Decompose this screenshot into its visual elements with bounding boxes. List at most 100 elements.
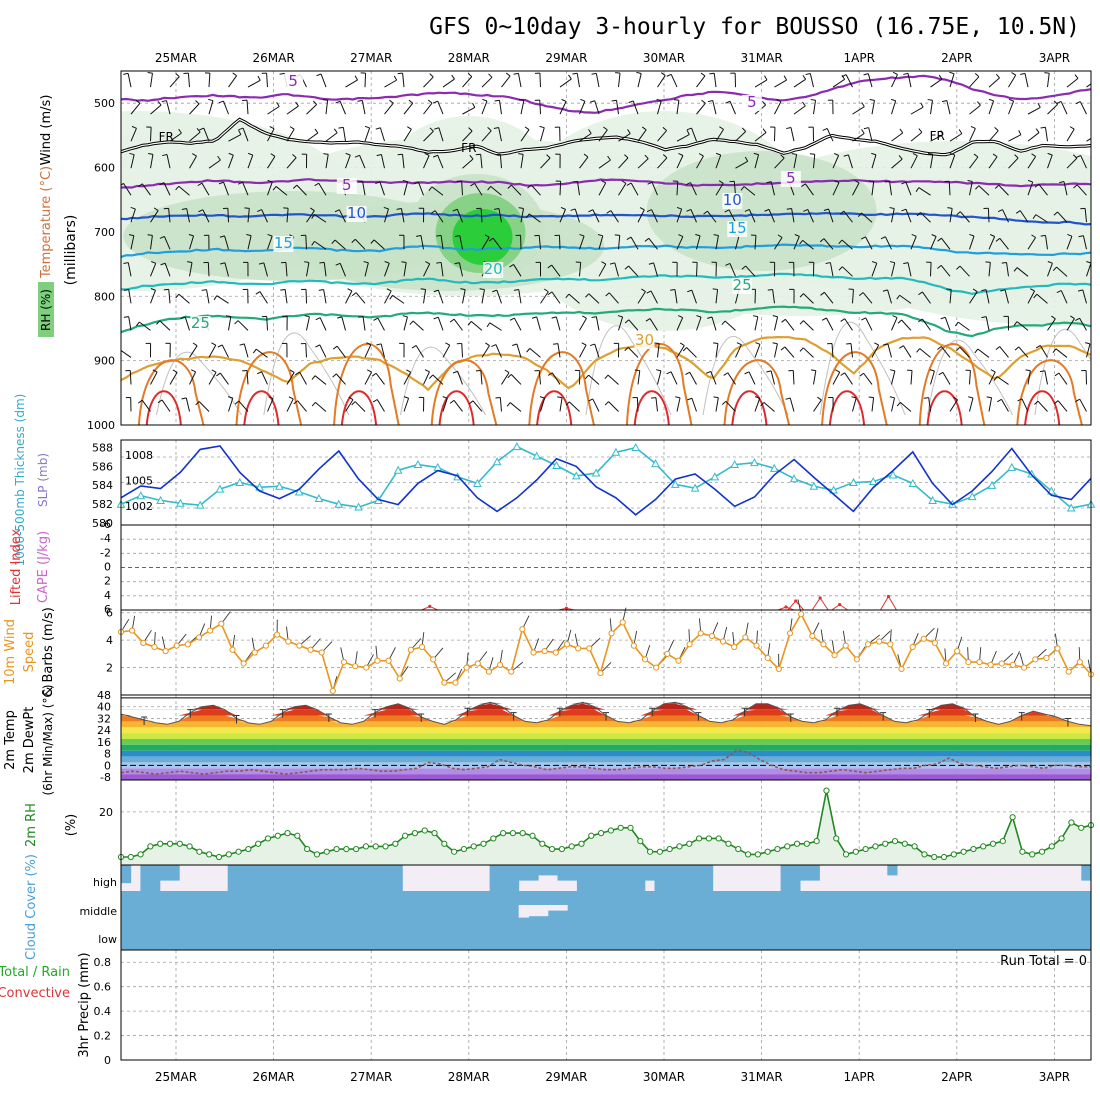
wind-barb-flag	[546, 154, 551, 159]
wind-barb-flag	[791, 153, 797, 155]
wind-barb	[674, 289, 678, 304]
wind-barb-flag	[981, 316, 987, 319]
wind-barb	[355, 292, 366, 304]
wind-barb	[379, 127, 385, 142]
wind-speed-point	[853, 656, 860, 663]
wind-speed-point	[307, 646, 314, 653]
temperature-band	[121, 703, 1091, 710]
min-max-marker	[1064, 717, 1071, 727]
x-tick-label-top: 25MAR	[155, 51, 197, 65]
wind-barb-flag	[931, 234, 937, 237]
rh-legend-swatch	[38, 282, 54, 337]
wind-barb-flag	[505, 72, 511, 77]
wind-barb	[189, 155, 197, 169]
wind-barb-flag	[861, 317, 866, 321]
wind-barb	[481, 76, 493, 88]
wind-speed-point	[753, 642, 760, 649]
wind-barb-flag	[199, 127, 205, 131]
wind-barb-flag	[799, 293, 804, 298]
rh2m-point	[460, 845, 468, 853]
wind-barb-flag	[1075, 398, 1081, 402]
wind-speed-point	[374, 657, 381, 664]
wind-barb	[518, 289, 522, 304]
wind-barb-flag	[543, 288, 549, 293]
wind-barb	[238, 400, 249, 412]
wind-barb-flag	[512, 343, 518, 346]
wind-barb	[403, 102, 414, 115]
wind-barb-flag	[707, 316, 713, 319]
wind-tick-label: 6	[106, 607, 113, 620]
wind-barb-flag	[256, 371, 262, 375]
cloud-high-cell	[509, 865, 520, 891]
wind-barb-flag	[434, 127, 440, 130]
wind-barb-flag	[675, 396, 681, 399]
wind-barb-flag	[1014, 154, 1019, 159]
wind-barb	[594, 343, 600, 358]
wind-barb	[161, 399, 171, 412]
wind-barb-flag	[899, 128, 904, 134]
wind-barb	[841, 239, 853, 250]
cloud-high-cell	[576, 865, 588, 891]
wind-barb-flag	[196, 128, 201, 133]
wind-barb	[802, 239, 814, 250]
wind-barb-flag	[509, 317, 515, 321]
thickness-point	[472, 478, 482, 487]
wind-barb-flag	[974, 348, 979, 354]
wind-barb	[559, 209, 566, 223]
wind-barb-flag	[719, 126, 724, 130]
wind-barb	[480, 208, 483, 223]
temperature-band	[121, 721, 1091, 728]
cloud-high-cell	[586, 865, 597, 891]
wind-barb	[598, 235, 604, 250]
thickness-point	[690, 483, 700, 492]
pressure-tick-label: 1000	[87, 419, 115, 432]
wind-barb	[676, 134, 690, 142]
wind-barb-flag	[312, 100, 318, 105]
cape-point	[838, 603, 842, 607]
wind-barb	[1066, 128, 1075, 142]
wind-barb	[657, 75, 666, 88]
wind-barb-flag	[310, 207, 315, 212]
wind-barb	[540, 291, 549, 304]
x-tick-label-bottom: 28MAR	[448, 1070, 490, 1084]
wind-barb	[267, 181, 273, 196]
wind-barb	[267, 398, 274, 412]
temp-tick-label: -8	[100, 771, 111, 784]
x-tick-label-top: 2APR	[941, 51, 972, 65]
min-max-marker	[833, 707, 840, 717]
wind-barb	[1086, 137, 1091, 142]
wind-barb-flag	[641, 288, 646, 292]
wind-barb-flag	[588, 398, 593, 402]
rh2m-point	[588, 832, 595, 839]
wind-barb-flag	[621, 180, 627, 184]
wind-barb-flag	[755, 342, 761, 345]
rh2m-point	[931, 853, 938, 861]
wind-barb-flag	[662, 126, 667, 131]
wind-barb-flag	[591, 72, 597, 75]
wind-barb-flag	[810, 99, 816, 101]
wind-barb	[306, 132, 319, 142]
wind-speed-point	[887, 641, 894, 648]
wind-speed-point	[876, 638, 883, 645]
wind-barb	[453, 318, 463, 331]
wind-barb	[595, 316, 600, 331]
rh2m-point	[304, 845, 311, 853]
cape-point	[784, 605, 788, 609]
wind-barb	[130, 235, 135, 250]
wind-barb	[844, 318, 853, 331]
wind-barb	[579, 344, 587, 358]
thickness-point	[532, 451, 542, 460]
wind-barb	[1047, 263, 1053, 277]
rh2m-point	[343, 845, 350, 853]
wind-barb	[286, 157, 297, 169]
wind-barb	[520, 100, 525, 115]
wind-barb	[462, 107, 476, 115]
wind-barb-flag	[678, 234, 684, 238]
slp-line	[120, 445, 1092, 516]
cloud-high-cell	[518, 865, 529, 881]
wind-barb	[266, 73, 268, 88]
wind-barb	[696, 155, 704, 169]
wind-barb-flag	[311, 401, 316, 407]
wind-barb	[359, 155, 366, 169]
wind-barb-flag	[1001, 261, 1007, 264]
